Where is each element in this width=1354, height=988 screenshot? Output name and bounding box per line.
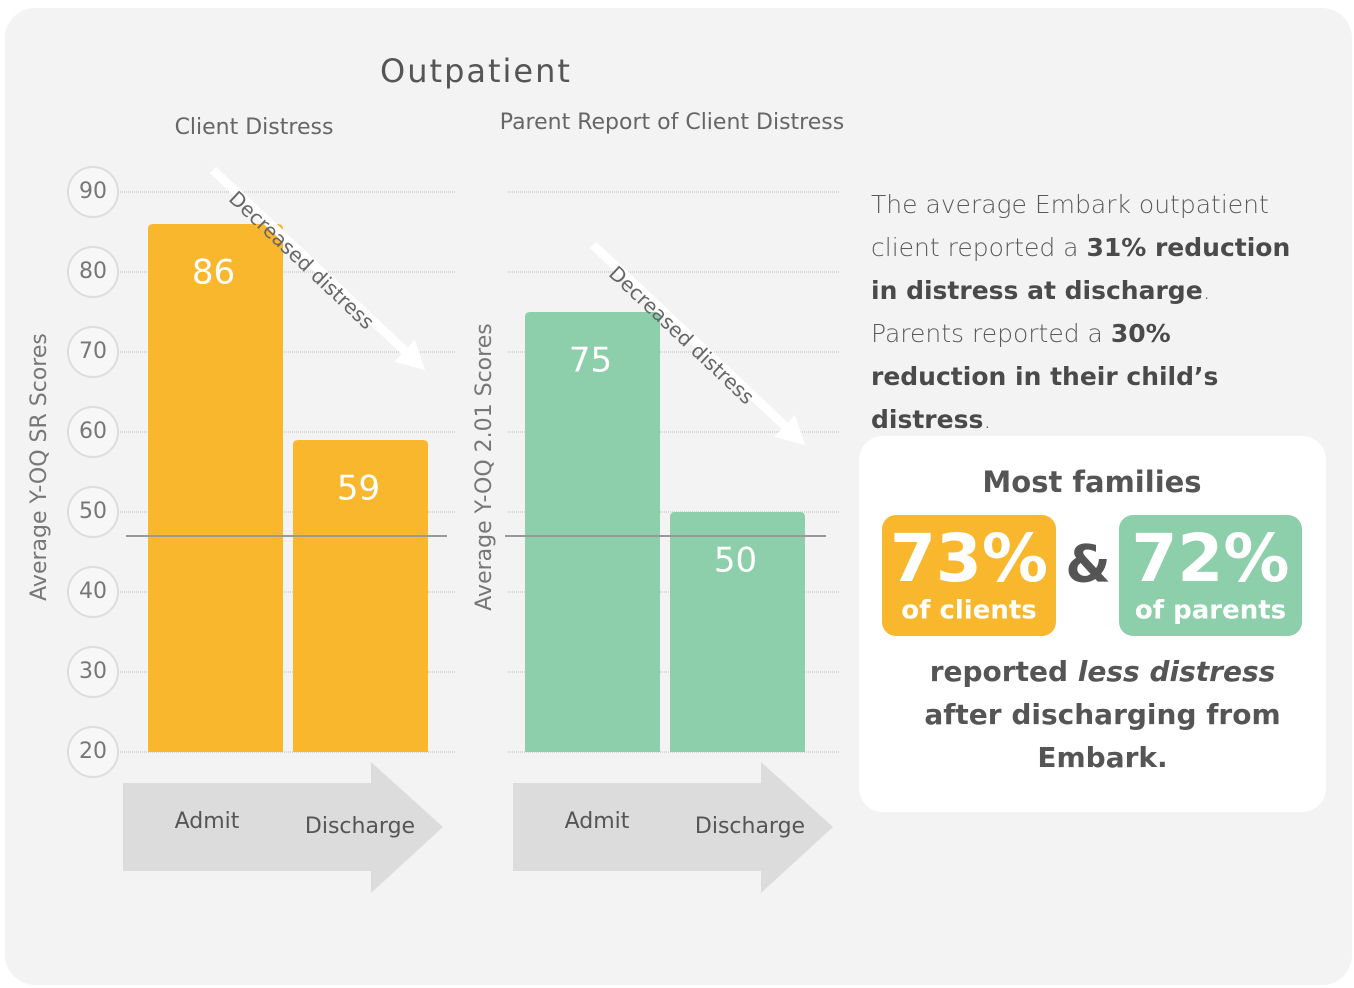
callout-heading: Most families	[982, 465, 1201, 499]
y-tick-label: 50	[79, 499, 107, 524]
summary: The average Embark outpatient client rep…	[871, 183, 1311, 441]
y-tick-label: 20	[79, 739, 107, 764]
value-label: 75	[569, 341, 612, 381]
bar	[525, 312, 660, 752]
x-tick-label: Admit	[175, 809, 240, 834]
stat-label: of parents	[1135, 596, 1286, 626]
y-tick-label: 80	[79, 259, 107, 284]
stat-value: 72%	[1132, 520, 1290, 597]
stat-box	[882, 515, 1056, 636]
x-tick-label: Discharge	[305, 814, 415, 839]
callout-footer: reported less distress after discharging…	[900, 650, 1305, 779]
tick-circle	[67, 326, 119, 378]
y-axis-label: Average Y-OQ 2.01 Scores	[472, 323, 497, 610]
y-tick-label: 90	[79, 179, 107, 204]
tick-circle	[67, 166, 119, 218]
chart-title: Parent Report of Client Distress	[500, 110, 844, 135]
bar	[670, 512, 805, 752]
stat-box	[1119, 515, 1302, 636]
bar	[148, 224, 283, 752]
footer-text: less distress	[1077, 655, 1276, 688]
y-tick-label: 70	[79, 339, 107, 364]
footer-text: after discharging from Embark.	[924, 698, 1281, 774]
category-arrow	[513, 762, 833, 893]
tick-circle	[67, 646, 119, 698]
value-label: 59	[337, 469, 380, 509]
value-label: 86	[192, 253, 235, 293]
tick-circle	[67, 566, 119, 618]
joiner: &	[1065, 535, 1110, 595]
y-tick-label: 60	[79, 419, 107, 444]
tick-circle	[67, 406, 119, 458]
annotation-arrowhead	[774, 414, 805, 445]
x-tick-label: Admit	[565, 809, 630, 834]
tick-circle	[67, 486, 119, 538]
category-arrow	[123, 762, 443, 893]
annotation-arrow	[209, 166, 413, 359]
y-axis-label: Average Y-OQ SR Scores	[27, 333, 52, 601]
bar	[293, 440, 428, 752]
summary-text: .	[983, 405, 992, 434]
annotation-arrow	[589, 241, 793, 434]
x-tick-label: Discharge	[695, 814, 805, 839]
summary-text: The average Embark outpatient client rep…	[871, 190, 1269, 262]
tick-circle	[67, 246, 119, 298]
summary-text: . Parents reported a	[871, 276, 1211, 348]
stat-value: 73%	[890, 520, 1048, 597]
tick-circle	[67, 726, 119, 778]
footer-text: reported	[929, 655, 1078, 688]
main-title: Outpatient	[380, 52, 572, 90]
chart-title: Client Distress	[175, 115, 334, 140]
y-tick-label: 30	[79, 659, 107, 684]
value-label: 50	[714, 541, 757, 581]
summary-text: 30% reduction in their child’s distress	[871, 319, 1219, 434]
y-tick-label: 40	[79, 579, 107, 604]
stat-label: of clients	[901, 596, 1037, 626]
summary-text: 31% reduction in distress at discharge	[871, 233, 1291, 305]
annotation-arrowhead	[394, 339, 425, 370]
